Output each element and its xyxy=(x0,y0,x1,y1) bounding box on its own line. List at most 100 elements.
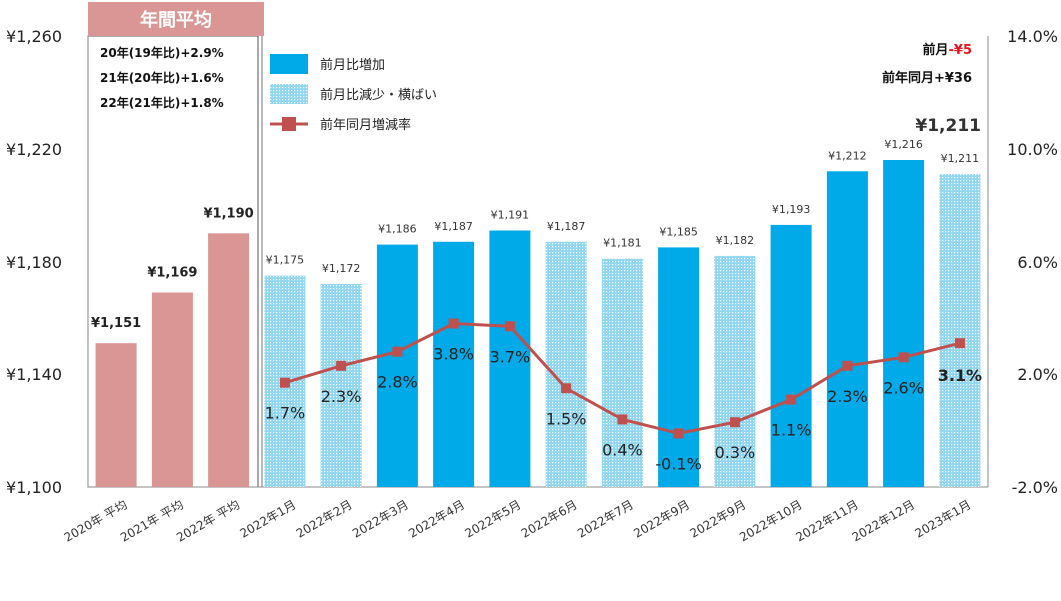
yoy-marker xyxy=(561,383,572,394)
prev-month-note: 前月-¥5 xyxy=(922,42,972,58)
legend-swatch-up xyxy=(270,54,308,74)
bar-2 xyxy=(151,292,193,487)
yoy-percent-label: 2.6% xyxy=(883,378,924,397)
bar-9 xyxy=(545,241,587,487)
bar-value-label: ¥1,186 xyxy=(378,223,417,236)
bar-16 xyxy=(939,174,981,487)
yoy-percent-label: 3.1% xyxy=(938,366,982,385)
right-tick-label: 6.0% xyxy=(1017,253,1058,272)
legend-swatch-down xyxy=(270,84,308,104)
legend-marker xyxy=(282,117,296,131)
legend-label-up: 前月比増加 xyxy=(320,57,385,73)
prev-month-value: -¥5 xyxy=(949,43,973,58)
bar-7 xyxy=(433,241,475,487)
yoy-marker xyxy=(336,360,347,371)
category-label: 2022年3月 xyxy=(350,497,411,540)
yoy-marker xyxy=(617,414,628,425)
category-label: 2023年1月 xyxy=(913,497,974,540)
bar-1 xyxy=(95,343,137,487)
right-tick-label: -2.0% xyxy=(1012,478,1058,497)
yoy-marker xyxy=(842,360,853,371)
bar-value-label: ¥1,181 xyxy=(603,237,642,250)
category-label: 2022年4月 xyxy=(406,497,467,540)
latest-value-highlight: ¥1,211 xyxy=(915,116,981,136)
bar-value-label: ¥1,211 xyxy=(941,152,980,165)
yoy-percent-label: 1.1% xyxy=(771,421,812,440)
yoy-marker xyxy=(448,318,459,329)
bar-12 xyxy=(714,255,756,487)
bar-value-label: ¥1,172 xyxy=(322,262,361,275)
left-tick-label: ¥1,220 xyxy=(6,140,62,159)
category-label: 2022年11月 xyxy=(793,497,860,544)
bar-13 xyxy=(770,224,812,487)
bar-value-label: ¥1,187 xyxy=(434,220,473,233)
yoy-percent-label: 2.3% xyxy=(321,387,362,406)
left-tick-label: ¥1,140 xyxy=(6,365,62,384)
category-label: 2022年9月 xyxy=(631,497,692,540)
right-axis-ticks: 14.0% 10.0% 6.0% 2.0% -2.0% xyxy=(1007,27,1058,497)
right-tick-label: 2.0% xyxy=(1017,365,1058,384)
prev-year-note: 前年同月+¥36 xyxy=(882,70,972,86)
bar-6 xyxy=(376,244,418,487)
bar-3 xyxy=(208,233,250,487)
category-label: 2022年7月 xyxy=(575,497,636,540)
legend-label-down: 前月比減少・横ばい xyxy=(320,87,437,103)
category-label: 2020年 平均 xyxy=(62,497,130,544)
bar-8 xyxy=(489,230,531,487)
bar-value-label: ¥1,193 xyxy=(772,203,811,216)
category-label: 2022年1月 xyxy=(238,497,299,540)
right-tick-label: 14.0% xyxy=(1007,27,1058,46)
bar-value-label: ¥1,212 xyxy=(828,149,867,162)
yoy-percent-label: 3.7% xyxy=(490,347,531,366)
yoy-percent-label: 1.7% xyxy=(265,404,306,423)
left-tick-label: ¥1,180 xyxy=(6,253,62,272)
yoy-marker xyxy=(786,394,797,405)
yoy-percent-label: 0.4% xyxy=(602,440,643,459)
bar-value-label: ¥1,175 xyxy=(266,254,305,267)
yoy-percent-label: 2.3% xyxy=(827,387,868,406)
category-label: 2022年 平均 xyxy=(174,497,242,544)
category-label: 2022年12月 xyxy=(850,497,917,544)
bar-value-label: ¥1,185 xyxy=(659,225,698,238)
bar-value-label: ¥1,216 xyxy=(884,138,923,151)
bar-labels-group: ¥1,151 ¥1,169 ¥1,190 ¥1,175 ¥1,172 ¥1,186 ¥1,1… xyxy=(91,138,979,331)
prev-month-label: 前月 xyxy=(922,42,948,58)
yoy-marker xyxy=(898,352,909,363)
category-label: 2022年5月 xyxy=(463,497,524,540)
percent-labels-group: 1.7% 2.3% 2.8% 3.8% 3.7% 1.5% 0.4% -0.1% 0.3% 1.1… xyxy=(265,345,983,474)
yoy-percent-label: 2.8% xyxy=(377,373,418,392)
line-series-group xyxy=(279,318,965,439)
yoy-marker xyxy=(279,377,290,388)
annual-badge xyxy=(88,2,264,36)
yoy-marker xyxy=(729,417,740,428)
annual-note-2020: 20年(19年比)+2.9% xyxy=(100,45,224,60)
bar-value-label: ¥1,191 xyxy=(491,209,530,222)
yoy-marker xyxy=(673,428,684,439)
yoy-marker xyxy=(954,338,965,349)
yoy-percent-label: 0.3% xyxy=(715,443,756,462)
annual-badge-label: 年間平均 xyxy=(140,9,212,31)
bar-10 xyxy=(601,258,643,487)
bar-value-label: ¥1,190 xyxy=(204,206,254,221)
yoy-percent-label: 1.5% xyxy=(546,409,587,428)
category-label: 2022年2月 xyxy=(294,497,355,540)
bar-11 xyxy=(658,247,700,487)
bars-group xyxy=(95,160,981,488)
left-tick-label: ¥1,100 xyxy=(6,478,62,497)
yoy-marker xyxy=(392,346,403,357)
legend-label-line: 前年同月増減率 xyxy=(320,117,411,133)
bar-value-label: ¥1,187 xyxy=(547,220,586,233)
bar-14 xyxy=(826,171,868,488)
legend: 前月比増加 前月比減少・横ばい 前年同月増減率 xyxy=(270,54,437,133)
annual-note-2021: 21年(20年比)+1.6% xyxy=(100,70,224,85)
bar-5 xyxy=(320,284,362,487)
yoy-percent-label: -0.1% xyxy=(655,454,701,473)
annual-note-2022: 22年(21年比)+1.8% xyxy=(100,95,224,110)
bar-value-label: ¥1,151 xyxy=(91,316,141,331)
bar-value-label: ¥1,182 xyxy=(716,234,755,247)
left-axis-ticks: ¥1,260 ¥1,220 ¥1,180 ¥1,140 ¥1,100 xyxy=(6,27,62,497)
right-tick-label: 10.0% xyxy=(1007,140,1058,159)
